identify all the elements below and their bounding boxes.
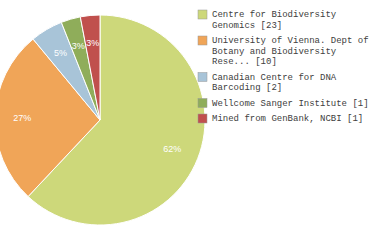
legend-item: Canadian Centre for DNABarcoding [2] [198, 73, 337, 94]
data-label: 3% [72, 41, 85, 51]
pie-slice [80, 15, 100, 120]
legend-swatch [198, 114, 207, 123]
legend-item: Wellcome Sanger Institute [1] [198, 99, 369, 109]
pie [0, 15, 205, 225]
data-label: 62% [163, 144, 181, 154]
data-label: 5% [54, 48, 67, 58]
data-labels: 62% 27% 5% 3%3% [13, 38, 181, 154]
legend-label: University of Vienna. Dept ofBotany and … [212, 36, 369, 67]
legend-swatch [198, 36, 207, 45]
legend-item: Centre for BiodiversityGenomics [23] [198, 10, 337, 31]
legend-swatch [198, 99, 207, 108]
legend-label: Canadian Centre for DNABarcoding [2] [212, 73, 337, 94]
data-label: 27% [13, 113, 31, 123]
legend-item: Mined from GenBank, NCBI [1] [198, 114, 363, 124]
legend-swatch [198, 10, 207, 19]
chart: 62% 27% 5% 3%3% Centre for BiodiversityGenom… [0, 0, 380, 240]
legend-item: University of Vienna. Dept ofBotany and … [198, 36, 369, 67]
legend: Centre for BiodiversityGenomics [23] Univ… [198, 10, 369, 124]
legend-label: Centre for BiodiversityGenomics [23] [212, 10, 337, 31]
legend-label: Wellcome Sanger Institute [1] [212, 99, 369, 109]
data-label: 3% [86, 38, 99, 48]
legend-label: Mined from GenBank, NCBI [1] [212, 114, 363, 124]
legend-swatch [198, 73, 207, 82]
